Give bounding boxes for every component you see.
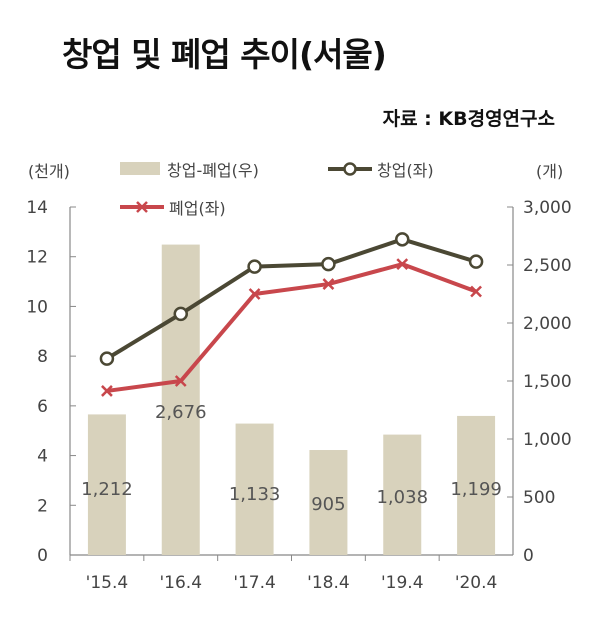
right-tick-label: 2,500 bbox=[523, 256, 572, 276]
startup-point bbox=[395, 232, 410, 247]
bar-value-label: 1,212 bbox=[81, 479, 133, 500]
legend-closure-label: 폐업(좌) bbox=[169, 199, 226, 218]
legend: 창업-폐업(우) 창업(좌) 폐업(좌) bbox=[120, 161, 434, 218]
right-tick-label: 1,000 bbox=[523, 430, 572, 450]
lines bbox=[99, 232, 484, 397]
startup-point bbox=[173, 306, 188, 322]
right-tick-label: 2,000 bbox=[523, 314, 572, 334]
right-tick-label: 500 bbox=[523, 488, 555, 508]
bar-labels: 1,212 2,676 1,133 905 1,038 1,199 bbox=[81, 402, 502, 515]
startup-point bbox=[321, 256, 336, 272]
left-tick-label: 6 bbox=[37, 397, 48, 417]
left-tick-label: 14 bbox=[26, 198, 48, 218]
right-tick-label: 1,500 bbox=[523, 372, 572, 392]
x-tick-label: '18.4 bbox=[307, 573, 350, 593]
left-tick-label: 10 bbox=[26, 297, 48, 317]
legend-bar-label: 창업-폐업(우) bbox=[167, 161, 259, 180]
left-tick-label: 8 bbox=[37, 347, 48, 367]
left-tick-label: 12 bbox=[26, 248, 48, 268]
legend-startup-marker bbox=[343, 162, 357, 176]
legend-startup-label: 창업(좌) bbox=[377, 161, 434, 180]
closure-point bbox=[470, 285, 482, 298]
x-tick-label: '16.4 bbox=[159, 573, 202, 593]
right-tick-label: 0 bbox=[523, 546, 534, 566]
closure-point bbox=[174, 375, 187, 387]
x-tick-label: '15.4 bbox=[86, 573, 129, 593]
bar-value-label: 2,676 bbox=[155, 402, 207, 423]
bar-value-label: 1,199 bbox=[450, 479, 502, 500]
startup-point bbox=[468, 254, 484, 269]
bar bbox=[309, 450, 348, 555]
startup-point bbox=[247, 259, 262, 274]
x-tick-label: '20.4 bbox=[455, 573, 498, 593]
left-axis-unit: (천개) bbox=[28, 162, 70, 181]
bar-value-label: 1,133 bbox=[229, 484, 281, 505]
x-tick-label: '19.4 bbox=[381, 573, 424, 593]
bars bbox=[87, 244, 496, 556]
legend-closure-marker bbox=[136, 201, 148, 213]
bar-value-label: 905 bbox=[311, 494, 345, 515]
source-note: 자료 : KB경영연구소 bbox=[382, 108, 555, 130]
bar bbox=[235, 423, 274, 555]
x-tick-label: '17.4 bbox=[233, 573, 276, 593]
closure-point bbox=[396, 258, 409, 271]
legend-bar-swatch bbox=[120, 162, 160, 175]
bar bbox=[161, 244, 200, 556]
startup-point bbox=[99, 351, 115, 366]
bar bbox=[87, 414, 126, 555]
chart-title: 창업 및 폐업 추이(서울) bbox=[62, 35, 387, 74]
bar bbox=[457, 415, 496, 555]
bar-value-label: 1,038 bbox=[376, 487, 428, 508]
left-tick-label: 4 bbox=[37, 447, 48, 467]
closure-point bbox=[248, 288, 261, 300]
startup-line bbox=[105, 237, 477, 361]
closure-point bbox=[322, 278, 335, 290]
axes: 0 2 4 6 8 10 12 14 0 500 1,000 1,500 2,000 2,500 3,000… bbox=[26, 198, 571, 593]
closure-point bbox=[101, 385, 113, 397]
closure-line bbox=[106, 262, 477, 393]
left-tick-label: 0 bbox=[37, 546, 48, 566]
right-tick-label: 3,000 bbox=[523, 198, 572, 218]
bar bbox=[383, 434, 422, 555]
left-tick-label: 2 bbox=[37, 496, 48, 516]
right-axis-unit: (개) bbox=[536, 162, 563, 181]
